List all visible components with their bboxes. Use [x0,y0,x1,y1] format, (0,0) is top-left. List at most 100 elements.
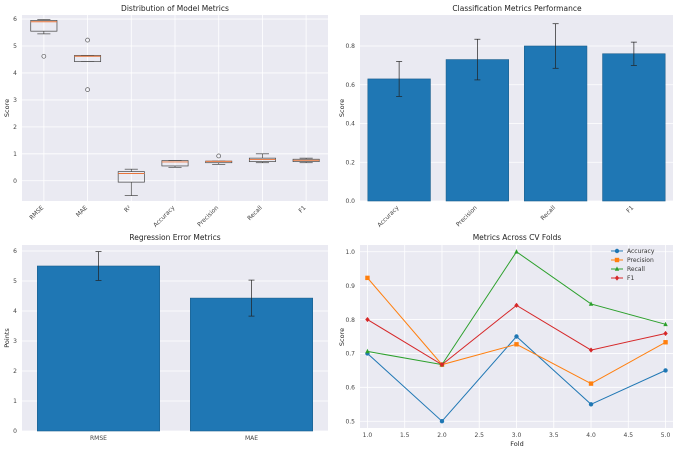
legend-label: F1 [627,275,634,282]
x-tick-label: 4.5 [624,432,634,439]
x-tick-label: 2.5 [474,432,484,439]
data-point-accuracy [439,419,445,424]
y-tick-label: 5 [13,278,17,285]
chart-title: Metrics Across CV Folds [473,233,562,242]
box-iqr [74,55,102,62]
y-tick-label: 1 [13,398,17,405]
x-tick-label: R² [123,204,133,214]
x-tick-label: F1 [297,204,307,214]
bars [367,23,666,202]
bar-mae [190,297,314,432]
bar-recall [524,45,588,202]
legend-swatch-marker [614,266,620,271]
x-tick-labels: RMSE MAE R² Accuracy Precision Recall F1 [28,204,307,229]
x-tick-label: Recall [539,204,557,222]
x-tick-label: F1 [625,204,635,214]
y-tick-labels: 0 1 2 3 4 5 6 [13,16,17,185]
box-iqr [117,171,145,183]
y-axis-label: Score [338,328,346,346]
x-tick-label: 1.5 [400,432,410,439]
grid [360,245,673,428]
box-precision [205,153,233,165]
legend-item-precision: Precision [611,257,654,264]
legend-swatch-marker [614,275,620,281]
bar-precision [445,59,509,202]
series-f1 [365,302,668,368]
box-iqr [161,160,189,167]
y-tick-label: 2 [13,124,17,131]
box-r [117,168,145,196]
box-rmse [30,19,58,59]
data-point-recall [514,249,519,254]
data-point-accuracy [514,334,519,339]
legend-swatch-marker [614,257,620,263]
data-point-precision [365,275,370,281]
y-tick-label: 1.0 [345,249,355,256]
box-f1 [292,157,320,164]
box-iqr [30,20,58,32]
outlier-point [85,87,90,92]
outlier-point [216,153,222,159]
data-point-precision [588,381,594,386]
y-tick-label: 0.4 [345,121,355,128]
data-point-accuracy [663,368,668,373]
outlier-point [85,37,90,43]
x-tick-labels: RMSE MAE [90,435,258,442]
y-axis-label: Points [3,328,11,348]
legend: Accuracy Precision Recall F1 [611,248,655,282]
bar-accuracy [367,78,431,202]
chart-title: Regression Error Metrics [129,233,220,242]
data-point-recall [365,348,370,354]
y-tick-label: 0.2 [345,159,355,166]
box-accuracy [161,160,189,168]
data-point-f1 [365,316,370,323]
x-tick-label: 1.0 [363,432,373,439]
box-recall [248,153,276,164]
panel-regression-bars: 0 1 2 3 4 5 6 RMSE MAE Regression Error Metrics… [3,233,328,442]
data-point-f1 [663,330,668,337]
x-tick-label: 5.0 [661,432,671,439]
box-mae [74,37,102,92]
bars [36,251,314,432]
y-tick-label: 0.6 [345,385,355,392]
x-tick-label: MAE [75,204,89,218]
y-tick-label: 6 [13,16,17,23]
chart-title: Distribution of Model Metrics [121,4,229,13]
x-tick-label: 3.5 [549,432,559,439]
x-tick-labels: 1.0 1.5 2.0 2.5 3.0 3.5 4.0 4.5 5.0 [363,432,671,439]
x-tick-label: RMSE [90,435,107,442]
y-axis-label: Score [3,99,11,117]
legend-label: Accuracy [627,248,655,255]
bar-f1 [602,53,666,202]
y-tick-label: 0.9 [345,283,355,290]
series-lines [365,249,668,424]
y-tick-label: 0.5 [345,418,355,425]
panel-cv-folds-lines: 0.5 0.6 0.7 0.8 0.9 1.0 1.0 1.5 2.0 2.5 3.0 3.5 4.0… [338,233,673,448]
y-axis-label: Score [338,99,346,117]
y-tick-label: 1 [13,151,17,158]
x-tick-labels: Accuracy Precision Recall F1 [376,204,635,229]
data-point-f1 [514,302,519,308]
legend-item-accuracy: Accuracy [611,248,655,255]
y-tick-label: 0 [13,428,17,435]
x-tick-label: 4.0 [586,432,596,439]
x-tick-label: MAE [245,435,258,442]
y-tick-label: 4 [13,308,17,315]
series-accuracy [365,334,668,424]
data-point-recall [663,321,668,327]
y-tick-label: 0.8 [345,43,355,50]
legend-item-f1: F1 [611,275,634,282]
outlier-point [41,53,47,59]
y-tick-label: 0.7 [345,351,355,358]
data-point-precision [514,342,519,347]
y-tick-label: 5 [13,43,17,50]
x-tick-label: 2.0 [437,432,447,439]
x-tick-label: Accuracy [376,204,401,229]
y-tick-label: 0 [13,178,17,185]
y-tick-labels: 0 1 2 3 4 5 6 [13,248,17,435]
legend-label: Precision [627,257,654,264]
legend-item-recall: Recall [611,266,645,273]
bar-rmse [36,265,161,432]
y-tick-label: 4 [13,70,17,77]
legend-label: Recall [627,266,645,273]
